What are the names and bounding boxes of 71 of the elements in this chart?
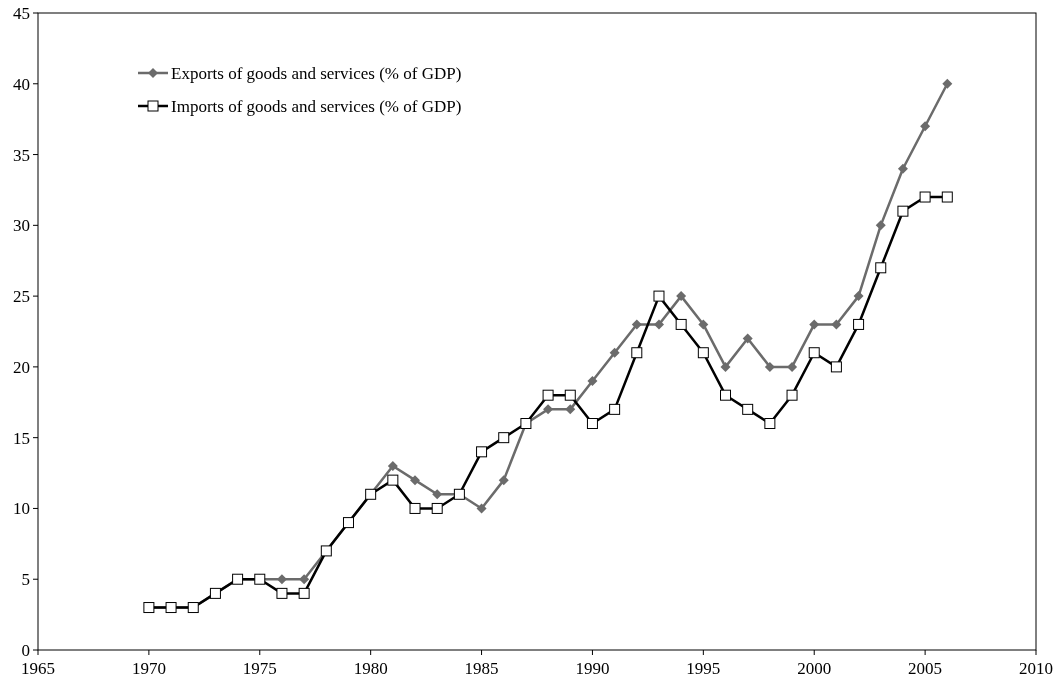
- point: [410, 475, 421, 486]
- point: [787, 361, 798, 372]
- y-tick-label: 5: [21, 570, 30, 590]
- point: [409, 502, 421, 514]
- point: [742, 333, 753, 344]
- point: [609, 347, 620, 358]
- y-tick-label: 20: [13, 357, 30, 377]
- point: [476, 446, 488, 458]
- point: [875, 262, 887, 274]
- point: [698, 319, 709, 330]
- point: [587, 376, 598, 387]
- point: [432, 489, 443, 500]
- point: [675, 318, 687, 330]
- point: [809, 319, 820, 330]
- point: [920, 121, 931, 132]
- x-tick-label: 1970: [131, 659, 166, 678]
- point: [742, 403, 754, 415]
- point: [897, 205, 909, 217]
- y-tick-label: 40: [13, 74, 30, 94]
- y-tick-label: 0: [21, 641, 30, 660]
- point: [498, 475, 509, 486]
- point: [897, 163, 908, 174]
- point: [431, 502, 443, 514]
- point: [676, 291, 687, 302]
- legend-label: Exports of goods and services (% of GDP): [171, 64, 462, 83]
- point: [764, 361, 775, 372]
- point: [653, 290, 665, 302]
- point: [853, 318, 865, 330]
- point: [298, 587, 310, 599]
- point: [853, 291, 864, 302]
- x-tick-label: 2010: [1019, 659, 1053, 678]
- point: [697, 347, 709, 359]
- point: [631, 347, 643, 359]
- point: [786, 389, 798, 401]
- point: [542, 389, 554, 401]
- point: [941, 191, 953, 203]
- point: [942, 78, 953, 89]
- point: [387, 474, 399, 486]
- point: [720, 389, 732, 401]
- point: [720, 361, 731, 372]
- y-tick-label: 15: [13, 428, 30, 448]
- point: [830, 361, 842, 373]
- point: [299, 574, 310, 585]
- point: [919, 191, 931, 203]
- y-tick-label: 10: [13, 499, 30, 519]
- y-tick-label: 30: [13, 216, 30, 236]
- point: [276, 587, 288, 599]
- legend-label: Imports of goods and services (% of GDP): [171, 97, 462, 116]
- point: [808, 347, 820, 359]
- y-tick-label: 25: [13, 287, 30, 307]
- point: [609, 403, 621, 415]
- x-tick-label: 1990: [575, 659, 610, 678]
- point: [875, 220, 886, 231]
- x-tick-label: 1965: [21, 659, 55, 678]
- x-tick-label: 1980: [353, 659, 388, 678]
- point: [565, 404, 576, 415]
- point: [476, 503, 487, 514]
- y-tick-label: 35: [13, 145, 30, 165]
- point: [631, 319, 642, 330]
- point: [586, 418, 598, 430]
- x-tick-label: 2000: [797, 659, 832, 678]
- point: [564, 389, 576, 401]
- x-tick-label: 2005: [908, 659, 943, 678]
- point: [387, 460, 398, 471]
- x-tick-label: 1985: [464, 659, 499, 678]
- point: [764, 418, 776, 430]
- y-tick-label: 45: [13, 4, 30, 23]
- point: [498, 432, 510, 444]
- x-tick-label: 1975: [242, 659, 277, 678]
- x-tick-label: 1995: [686, 659, 721, 678]
- point: [831, 319, 842, 330]
